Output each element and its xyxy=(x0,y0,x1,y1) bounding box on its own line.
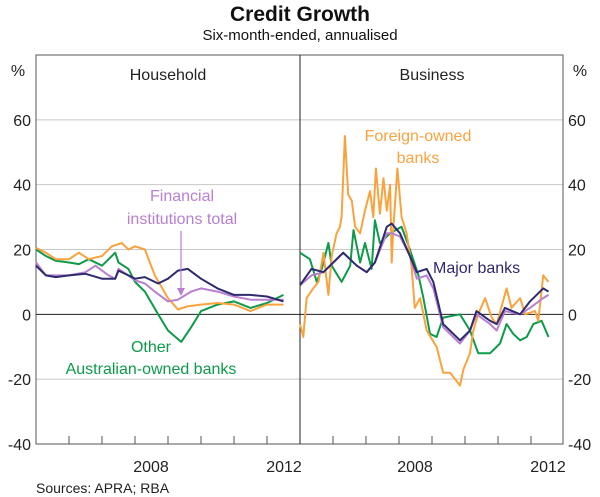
annotation-foreign-1: Foreign-owned xyxy=(365,128,472,145)
annotation-financial-2: institutions total xyxy=(127,211,237,228)
annotation-financial-1: Financial xyxy=(150,188,214,205)
series-lines xyxy=(35,135,550,387)
panel-title-household: Household xyxy=(130,67,207,84)
series-line-household-foreign-owned-banks xyxy=(35,242,284,313)
chart-title: Credit Growth xyxy=(230,3,370,26)
y-tick-label-right: -20 xyxy=(568,372,591,389)
y-tick-label-left: 40 xyxy=(13,178,31,195)
y-tick-label-right: 20 xyxy=(568,243,586,260)
annotation-other-1: Other xyxy=(131,339,172,356)
y-unit-left: % xyxy=(11,63,25,80)
x-tick-label-2008-business: 2008 xyxy=(397,459,433,476)
series-line-household-major-banks xyxy=(35,264,284,303)
series-line-business-foreign-owned-banks xyxy=(299,135,550,387)
annotation-foreign-2: banks xyxy=(397,150,440,167)
series-line-household-financial-institutions-total xyxy=(35,261,284,303)
panel-title-business: Business xyxy=(400,67,465,84)
y-unit-right: % xyxy=(573,63,587,80)
annotation-arrow xyxy=(177,231,185,296)
series-line-business-major-banks xyxy=(299,222,550,342)
y-tick-label-left: -40 xyxy=(8,437,31,454)
y-tick-label-left: 60 xyxy=(13,113,31,130)
chart-subtitle: Six-month-ended, annualised xyxy=(202,27,397,44)
annotation-other-2: Australian-owned banks xyxy=(66,361,237,378)
series-line-business-other-australian-owned-banks xyxy=(299,219,550,355)
y-tick-label-right: -40 xyxy=(568,437,591,454)
axes: -40 -40 -20 -20 0 0 20 20 40 40 60 60 xyxy=(8,54,591,454)
x-tick-label-2012-household: 2012 xyxy=(266,459,302,476)
annotation-major: Major banks xyxy=(433,260,520,277)
source-note: Sources: APRA; RBA xyxy=(36,480,170,496)
y-tick-label-left: 20 xyxy=(13,243,31,260)
y-tick-label-right: 60 xyxy=(568,113,586,130)
y-tick-label-left: 0 xyxy=(22,307,31,324)
y-tick-label-left: -20 xyxy=(8,372,31,389)
x-tick-label-2008-household: 2008 xyxy=(133,459,169,476)
y-tick-label-right: 0 xyxy=(568,307,577,324)
y-tick-label-right: 40 xyxy=(568,178,586,195)
x-tick-label-2012-business: 2012 xyxy=(530,459,566,476)
